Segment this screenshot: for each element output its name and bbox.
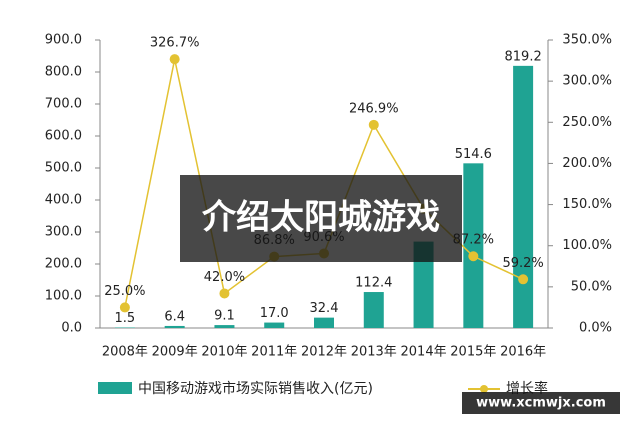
y-tick-label: 300.0 (45, 225, 82, 240)
y-tick-label: 800.0 (45, 65, 82, 80)
data-label: 819.2 (505, 49, 542, 64)
x-tick-label: 2009年 (152, 345, 198, 360)
bar (164, 325, 185, 328)
point (119, 302, 130, 313)
y2-tick-label: 150.0% (562, 197, 612, 212)
watermark-box (462, 392, 620, 414)
bar (513, 65, 534, 328)
overlay-band (180, 175, 462, 262)
data-label: 42.0% (204, 270, 245, 285)
y-tick-label: 200.0 (45, 257, 82, 272)
bar (314, 317, 334, 328)
data-label: 6.4 (164, 309, 185, 324)
y2-tick-label: 350.0% (562, 33, 612, 48)
bar (214, 325, 235, 328)
x-tick-label: 2013年 (351, 345, 397, 360)
data-label: 514.6 (455, 147, 492, 162)
overlay-title: 介绍太阳城游戏 (202, 198, 440, 238)
x-tick-label: 2016年 (500, 345, 546, 360)
bar (264, 322, 285, 328)
watermark: www.xcmwjx.com (476, 396, 606, 411)
data-label: 25.0% (104, 284, 145, 299)
y2-tick-label: 250.0% (562, 115, 612, 130)
y2-tick-label: 200.0% (562, 156, 612, 171)
x-tick-label: 2008年 (102, 345, 148, 360)
point (219, 288, 230, 299)
y-tick-label: 100.0 (45, 289, 82, 304)
y2-tick-label: 300.0% (562, 74, 612, 89)
x-tick-label: 2011年 (251, 345, 297, 360)
data-label: 32.4 (310, 301, 339, 316)
y2-tick-label: 100.0% (562, 238, 612, 253)
point (169, 54, 180, 65)
point (518, 274, 529, 285)
y-tick-label: 700.0 (45, 97, 82, 112)
x-tick-label: 2010年 (201, 345, 247, 360)
bar (463, 163, 484, 328)
data-label: 9.1 (214, 309, 235, 324)
y-tick-label: 0.0 (61, 321, 82, 336)
y2-tick-label: 50.0% (571, 279, 612, 294)
legend-swatch (480, 385, 488, 393)
y-tick-label: 900.0 (45, 33, 82, 48)
data-label: 326.7% (150, 36, 200, 51)
y-tick-label: 600.0 (45, 129, 82, 144)
legend-swatch (98, 382, 132, 394)
data-label: 87.2% (453, 233, 494, 248)
data-label: 112.4 (355, 276, 392, 291)
y-tick-label: 400.0 (45, 193, 82, 208)
y-tick-label: 500.0 (45, 161, 82, 176)
data-label: 246.9% (349, 101, 399, 116)
x-tick-label: 2014年 (401, 345, 447, 360)
data-label: 59.2% (502, 256, 543, 271)
y2-tick-label: 0.0% (579, 321, 612, 336)
point (368, 119, 379, 130)
data-label: 1.5 (115, 311, 136, 326)
legend-label: 中国移动游戏市场实际销售收入(亿元) (138, 380, 373, 397)
point (468, 251, 479, 262)
x-tick-label: 2015年 (450, 345, 496, 360)
data-label: 17.0 (260, 306, 289, 321)
x-tick-label: 2012年 (301, 345, 347, 360)
bar (413, 241, 434, 328)
bar (363, 292, 384, 328)
